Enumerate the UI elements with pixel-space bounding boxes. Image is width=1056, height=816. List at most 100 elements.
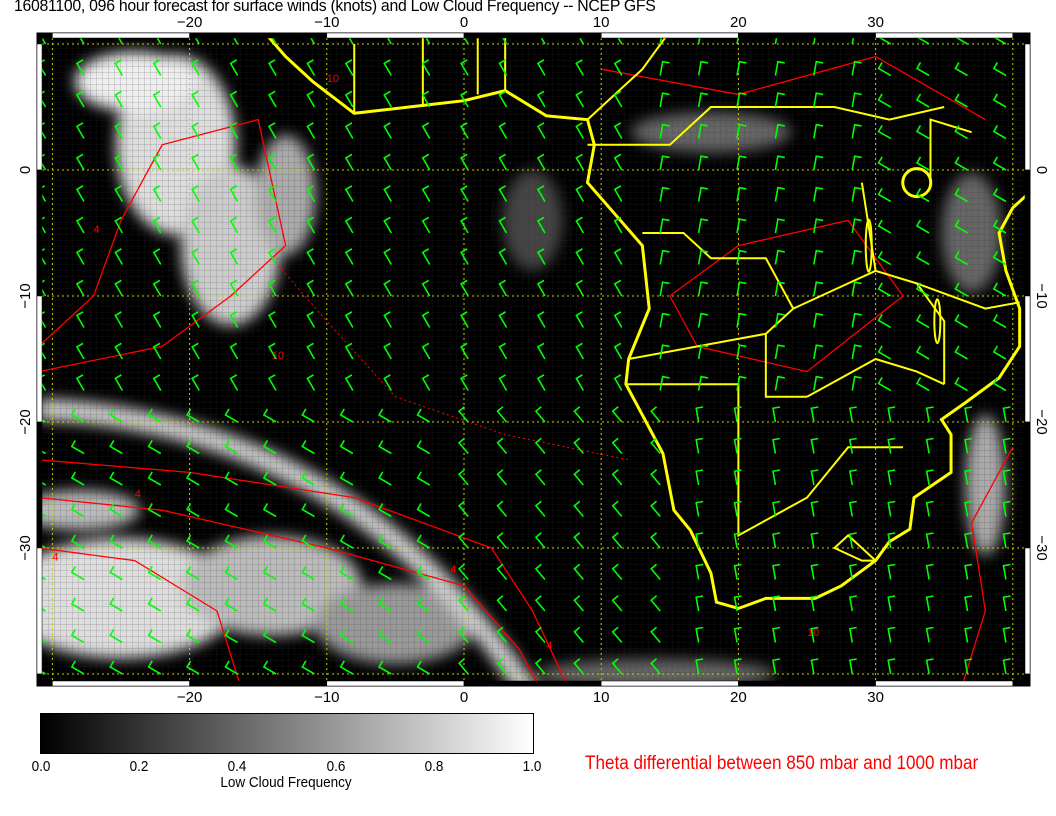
wind-barb [498, 342, 508, 360]
wind-barb [460, 122, 469, 139]
wind-barb [153, 33, 162, 45]
theta-contour [38, 459, 569, 686]
contour-label: 4 [52, 552, 58, 564]
wind-barb [877, 62, 892, 77]
wind-barb [70, 660, 85, 675]
wind-barb [498, 311, 508, 328]
wind-barb [498, 185, 508, 202]
wind-barb [344, 90, 354, 108]
wind-barb [457, 563, 469, 581]
wind-barb [268, 33, 277, 45]
wind-barb [421, 90, 431, 108]
wind-barb [697, 344, 709, 360]
wind-barb [496, 563, 508, 581]
wind-barb [383, 90, 392, 108]
frame-segment [1024, 547, 1031, 675]
wind-barb [537, 33, 546, 45]
lake-tanganyika [864, 218, 873, 273]
wind-barb [536, 311, 546, 328]
wind-barb [659, 218, 670, 234]
wind-barb [733, 500, 742, 517]
wind-barb [992, 93, 1007, 108]
wind-barb [498, 248, 508, 265]
wind-barb [460, 216, 469, 234]
wind-barb [496, 437, 508, 455]
wind-barb [964, 595, 973, 612]
wind-barb [301, 629, 315, 644]
wind-barb [378, 408, 392, 423]
wind-barb [659, 281, 670, 297]
theta-contour [38, 118, 287, 373]
wind-barb [191, 185, 200, 202]
frame-segment [326, 680, 465, 687]
wind-barb [147, 597, 162, 612]
wind-barb [733, 437, 742, 454]
frame-segment [36, 295, 43, 423]
wind-barb [877, 251, 892, 266]
wind-barb [229, 216, 239, 234]
wind-barb [536, 374, 546, 391]
wind-barb [457, 626, 469, 644]
wind-barb [848, 500, 857, 517]
theta-contours: 10 10 4 4 4 4 4 10 [38, 55, 1014, 686]
wind-barb [925, 532, 934, 549]
frame-segment [1024, 673, 1031, 687]
wind-barb [992, 188, 1007, 203]
wind-barb [262, 660, 277, 675]
wind-barb [457, 595, 469, 612]
theta-contour [38, 547, 242, 686]
wind-barb [576, 33, 585, 45]
wind-barb [416, 471, 431, 486]
wind-barb [887, 532, 896, 549]
lon-tick-bottom: −20 [177, 689, 202, 706]
wind-barb [575, 122, 585, 139]
wind-barb [460, 185, 469, 202]
wind-barb [267, 90, 277, 108]
wind-barb [191, 311, 200, 328]
wind-barb [813, 375, 824, 391]
theta-contour-dotted [271, 257, 629, 461]
country-border [642, 232, 807, 398]
wind-barb [307, 33, 316, 45]
wind-barb [1002, 563, 1011, 580]
wind-barb [613, 279, 623, 297]
wind-barb [1002, 658, 1011, 675]
frame-segment [36, 421, 43, 549]
frame-segment [52, 32, 190, 39]
frame-segment [463, 32, 602, 39]
wind-barb [301, 408, 315, 423]
wind-barb [536, 342, 546, 360]
wind-barb [152, 374, 162, 391]
wind-barb [534, 595, 546, 612]
frame-segment [463, 680, 602, 687]
wind-barb [774, 92, 785, 108]
wind-barb [877, 188, 892, 203]
frame-segment [1024, 32, 1031, 45]
wind-barb [573, 595, 584, 612]
wind-barb [733, 469, 742, 486]
wind-barb [887, 469, 896, 486]
wind-barb [810, 500, 819, 517]
wind-barb [954, 345, 968, 360]
wind-barb [460, 279, 469, 297]
frame-segment [36, 673, 43, 687]
wind-barb [75, 311, 85, 328]
wind-barb [70, 566, 85, 581]
wind-barb [954, 188, 968, 203]
wind-barb [70, 597, 85, 612]
wind-barb [810, 595, 819, 612]
wind-barb [114, 216, 124, 234]
wind-barb [659, 92, 670, 108]
wind-barb [152, 59, 162, 76]
wind-barb [224, 534, 239, 549]
wind-barb [262, 408, 277, 423]
wind-barb [650, 563, 661, 581]
wind-barb [851, 155, 862, 171]
wind-barb [915, 219, 930, 234]
wind-barb [851, 312, 862, 328]
wind-barb [109, 534, 123, 549]
wind-barb [457, 437, 469, 455]
wind-barb [152, 122, 162, 139]
wind-barb [848, 563, 857, 580]
wind-barb [416, 566, 431, 581]
